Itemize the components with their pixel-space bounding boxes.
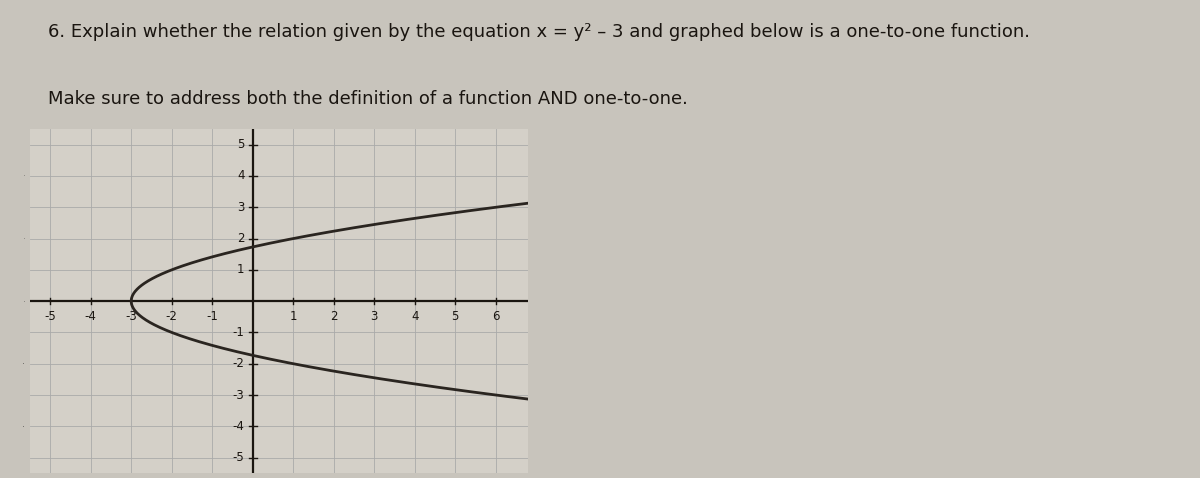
Text: 5: 5 [451,310,458,323]
Text: -4: -4 [85,310,97,323]
Text: Make sure to address both the definition of a function AND one-to-one.: Make sure to address both the definition… [48,90,688,109]
Text: -5: -5 [233,451,245,464]
Text: 6. Explain whether the relation given by the equation x = y² – 3 and graphed bel: 6. Explain whether the relation given by… [48,23,1030,41]
Text: 1: 1 [238,263,245,276]
Text: 3: 3 [238,201,245,214]
Text: 3: 3 [371,310,378,323]
Text: 5: 5 [238,138,245,151]
Text: 2: 2 [330,310,337,323]
Text: -1: -1 [233,326,245,339]
Text: -3: -3 [233,389,245,402]
Text: -1: -1 [206,310,218,323]
Text: -2: -2 [166,310,178,323]
Text: -3: -3 [125,310,137,323]
Text: 4: 4 [410,310,419,323]
Text: -4: -4 [233,420,245,433]
Text: 1: 1 [289,310,296,323]
Text: 2: 2 [238,232,245,245]
Text: 4: 4 [238,170,245,183]
Text: 6: 6 [492,310,499,323]
Text: -2: -2 [233,357,245,370]
Text: -5: -5 [44,310,56,323]
